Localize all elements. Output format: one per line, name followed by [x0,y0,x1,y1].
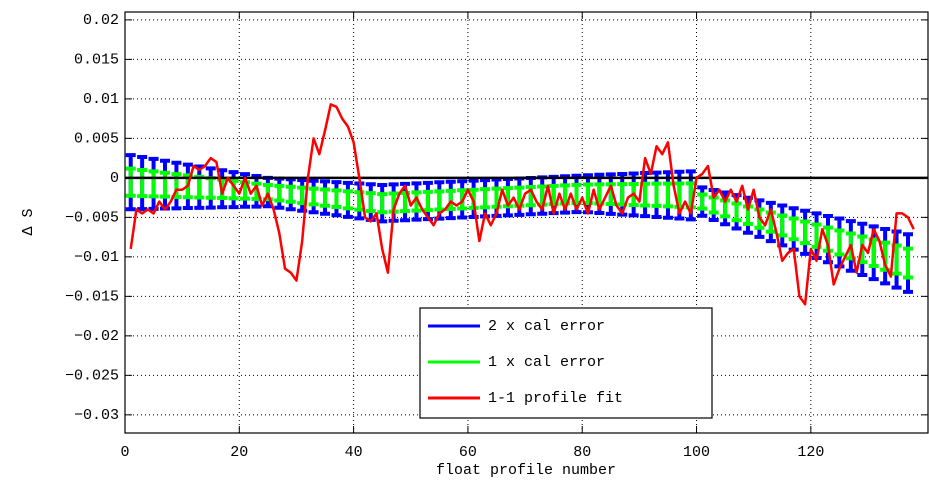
y-tick-label: −0.005 [65,209,119,226]
error-bar [342,189,353,211]
y-tick-label: −0.025 [65,367,119,384]
x-tick-label: 100 [683,444,710,461]
legend-label: 1 x cal error [488,354,605,371]
error-bar [662,181,673,209]
error-bar [240,180,251,201]
y-tick-label: 0.005 [74,130,119,147]
legend-label: 2 x cal error [488,318,605,335]
error-bar [834,228,845,257]
error-bar [331,188,342,210]
y-axis-label: Δ S [20,208,37,235]
error-bar [377,192,388,215]
y-tick-label: −0.01 [74,249,119,266]
error-bar [777,213,788,238]
x-axis-label: float profile number [436,462,616,479]
error-bar [514,185,525,208]
error-bar [902,246,913,280]
data-line [129,103,915,306]
plot-frame [124,11,929,434]
error-bar [434,189,445,212]
error-bar [651,181,662,208]
error-bar [445,188,456,211]
x-tick-label: 20 [230,444,248,461]
x-tick-label: 60 [459,444,477,461]
x-tick-label: 120 [797,444,824,461]
error-bar [697,192,708,211]
error-bar [285,184,296,204]
error-bar [137,168,148,199]
error-bar [274,183,285,203]
y-tick-label: 0.02 [83,12,119,29]
error-bar [731,201,742,223]
y-tick-label: 0 [110,170,119,187]
x-tick-label: 0 [120,444,129,461]
error-bar [365,191,376,213]
error-bar [788,216,799,242]
error-bar [308,186,319,207]
error-bar [148,169,159,199]
y-tick-label: −0.03 [74,407,119,424]
x-tick-label: 80 [573,444,591,461]
legend-label: 1-1 profile fit [488,390,623,407]
error-bar [800,219,811,246]
y-tick-label: 0.015 [74,51,119,68]
y-tick-label: −0.015 [65,288,119,305]
error-bar [491,186,502,209]
x-tick-label: 40 [345,444,363,461]
y-tick-label: −0.02 [74,328,119,345]
y-tick-label: 0.01 [83,91,119,108]
error-bar [480,187,491,210]
error-bar [422,189,433,213]
error-bar [125,166,136,198]
error-bar [320,187,331,208]
error-bar [411,190,422,213]
